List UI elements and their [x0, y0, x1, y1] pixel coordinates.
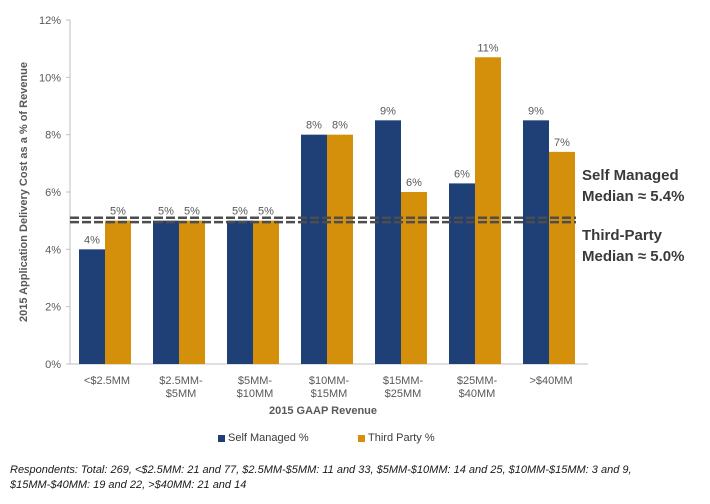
x-tick-label: $10MM: [237, 388, 274, 400]
data-label-self-managed: 4%: [84, 234, 100, 246]
third-party-median-line1: Third-Party: [582, 227, 663, 244]
y-tick-label: 8%: [45, 130, 61, 142]
data-label-self-managed: 5%: [158, 206, 174, 218]
y-tick-label: 12%: [39, 15, 61, 27]
third-party-median-annotation: Third-Party Median ≈ 5.0%: [582, 225, 684, 267]
bar-third-party: [253, 220, 279, 364]
respondents-footnote: Respondents: Total: 269, <$2.5MM: 21 and…: [10, 464, 632, 491]
x-tick-label: $10MM-: [309, 375, 350, 387]
data-label-third-party: 11%: [477, 42, 498, 54]
legend-swatch-self-managed: [218, 434, 225, 442]
x-tick-label: $25MM: [385, 388, 422, 400]
y-tick-label: 10%: [39, 72, 61, 84]
data-label-self-managed: 9%: [380, 105, 396, 117]
self-managed-median-line1: Self Managed: [582, 167, 679, 184]
data-label-third-party: 5%: [110, 206, 126, 218]
bar-self-managed: [301, 134, 327, 364]
data-label-third-party: 5%: [184, 206, 200, 218]
y-tick-label: 0%: [45, 359, 61, 371]
legend-swatch-third-party: [358, 434, 365, 442]
data-label-self-managed: 8%: [306, 120, 322, 132]
bar-self-managed: [449, 183, 475, 364]
data-label-third-party: 6%: [406, 177, 422, 189]
data-label-self-managed: 5%: [232, 206, 248, 218]
bar-self-managed: [227, 220, 253, 364]
bar-third-party: [401, 192, 427, 364]
bar-third-party: [105, 220, 131, 364]
x-tick-label: <$2.5MM: [84, 375, 130, 387]
legend-item-self-managed: Self Managed %: [218, 432, 309, 444]
bar-self-managed: [79, 249, 105, 364]
x-tick-label: $5MM-: [238, 375, 273, 387]
data-label-third-party: 5%: [258, 206, 274, 218]
data-label-self-managed: 6%: [454, 168, 470, 180]
x-tick-label: $40MM: [459, 388, 496, 400]
data-label-third-party: 7%: [554, 137, 570, 149]
y-tick-label: 6%: [45, 187, 61, 199]
x-tick-label: $15MM-: [383, 375, 424, 387]
x-tick-label: $5MM: [166, 388, 197, 400]
bar-third-party: [179, 220, 205, 364]
y-tick-label: 4%: [45, 244, 61, 256]
x-axis-title: 2015 GAAP Revenue: [269, 405, 377, 417]
legend-item-third-party: Third Party %: [358, 432, 435, 444]
self-managed-median-annotation: Self Managed Median ≈ 5.4%: [582, 165, 684, 207]
data-label-self-managed: 9%: [528, 105, 544, 117]
third-party-median-line2: Median ≈ 5.0%: [582, 248, 685, 265]
x-tick-label: $2.5MM-: [159, 375, 203, 387]
x-tick-label: $25MM-: [457, 375, 498, 387]
data-label-third-party: 8%: [332, 120, 348, 132]
legend-label-third-party: Third Party %: [368, 432, 435, 444]
y-tick-label: 2%: [45, 302, 61, 314]
bar-chart: 0% 2% 4% 6% 8% 10% 12% 2015 Application Deliver…: [18, 15, 588, 417]
self-managed-median-line2: Median ≈ 5.4%: [582, 188, 685, 205]
legend-label-self-managed: Self Managed %: [228, 432, 309, 444]
y-axis-title: 2015 Application Delivery Cost as a % of…: [18, 62, 30, 322]
bar-third-party: [327, 134, 353, 364]
x-tick-label: >$40MM: [529, 375, 572, 387]
x-tick-label: $15MM: [311, 388, 348, 400]
bar-self-managed: [153, 220, 179, 364]
bar-self-managed: [523, 120, 549, 364]
bar-third-party: [549, 151, 575, 364]
bar-self-managed: [375, 120, 401, 364]
bar-third-party: [475, 57, 501, 365]
